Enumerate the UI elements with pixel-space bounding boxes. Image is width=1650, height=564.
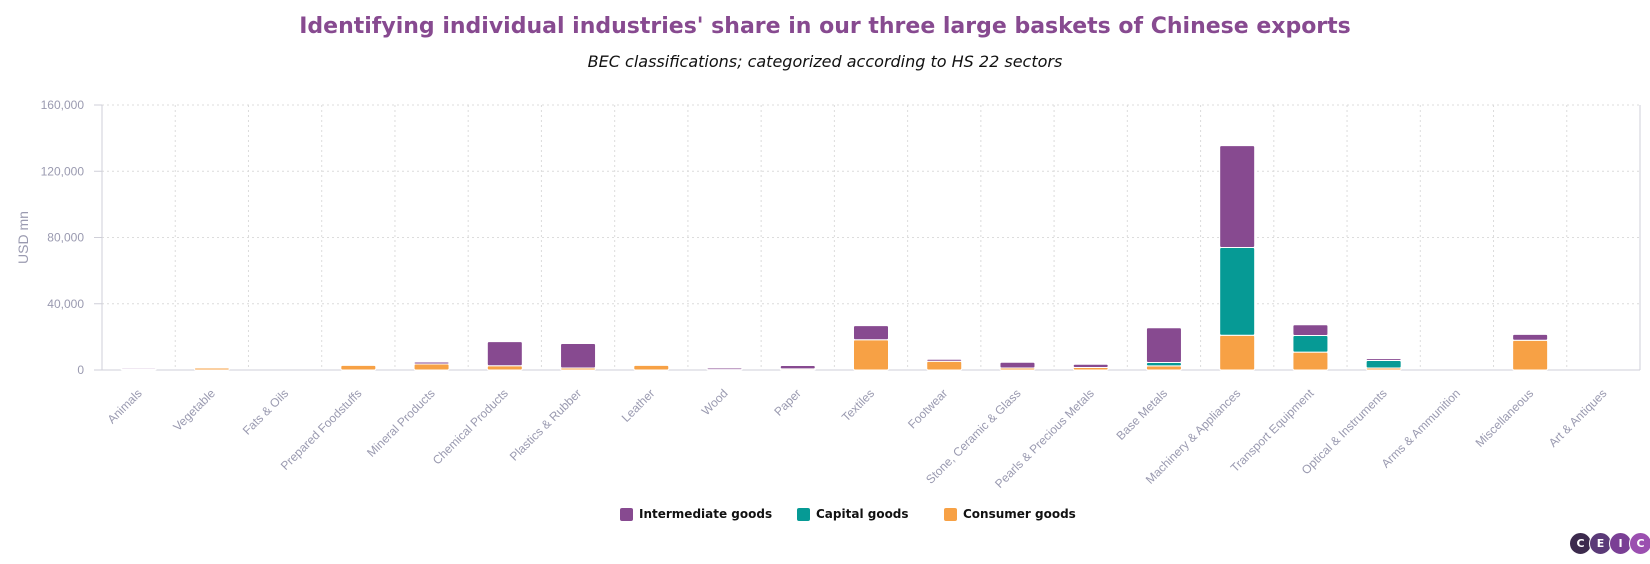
legend-item-capital[interactable]: Capital goods — [797, 507, 909, 521]
bar-segment — [1145, 365, 1182, 371]
bar-segment — [1292, 351, 1329, 371]
chart-subtitle: BEC classifications; categorized accordi… — [587, 52, 1063, 71]
x-tick-label: Mineral Products — [364, 386, 438, 460]
bar-segment — [926, 358, 963, 362]
x-tick-label: Base Metals — [1113, 386, 1170, 443]
x-tick-label: Art & Antiques — [1546, 386, 1610, 450]
x-tick-label: Prepared Foodstuffs — [278, 386, 365, 473]
legend-swatch-intermediate — [620, 507, 633, 521]
bar-segment — [1512, 339, 1549, 371]
bar-segment — [486, 365, 523, 371]
x-tick-label: Footwear — [905, 386, 950, 431]
bar-segment — [560, 343, 597, 369]
legend-label-consumer: Consumer goods — [963, 507, 1076, 521]
bar-segment — [193, 367, 230, 371]
y-tick-label: 160,000 — [41, 98, 85, 112]
x-tick-label: Chemical Products — [430, 386, 511, 467]
bar-segment — [853, 339, 889, 371]
legend-item-intermediate[interactable]: Intermediate goods — [620, 507, 772, 521]
chart-title: Identifying individual industries' share… — [299, 14, 1351, 39]
y-tick-label: 0 — [77, 363, 84, 377]
ceic-logo: C E I C — [1569, 532, 1650, 555]
y-axis-label: USD mn — [15, 211, 31, 264]
y-tick-label: 40,000 — [47, 297, 84, 311]
bar-segment — [120, 367, 157, 370]
x-tick-label: Vegetable — [170, 386, 218, 434]
bar-segment — [413, 361, 450, 365]
bar-segment — [1292, 335, 1329, 353]
legend-item-consumer[interactable]: Consumer goods — [944, 507, 1076, 521]
x-tick-label: Wood — [699, 386, 731, 418]
bar-segment — [486, 341, 523, 367]
bar-segment — [1219, 246, 1256, 336]
bar-segment — [1072, 363, 1109, 369]
bar-segment — [340, 364, 377, 371]
y-tick-label: 80,000 — [47, 231, 84, 245]
x-tick-label: Fats & Oils — [240, 386, 291, 437]
bar-segment — [926, 360, 963, 371]
x-tick-label: Paper — [771, 386, 804, 419]
x-tick-label: Leather — [619, 386, 658, 425]
logo-letter: C — [1629, 532, 1650, 555]
bar-segment — [1292, 324, 1329, 337]
x-tick-label: Animals — [105, 386, 145, 426]
bar-segment — [999, 361, 1036, 369]
x-tick-label: Textiles — [839, 386, 877, 424]
x-tick-label: Miscellaneous — [1473, 386, 1537, 450]
bar-segment — [1365, 360, 1402, 369]
chart-canvas: 0 40,000 80,000 120,000 160,000 USD mn Animals… — [15, 98, 1641, 491]
legend-label-intermediate: Intermediate goods — [639, 507, 773, 521]
y-tick-label: 120,000 — [41, 164, 85, 178]
bar-segment — [1219, 334, 1256, 371]
bar-segment — [1219, 145, 1256, 248]
bar-segment — [706, 367, 743, 371]
legend-swatch-capital — [797, 507, 810, 521]
bar-segment — [1365, 358, 1402, 362]
bar-segment — [633, 364, 670, 371]
bar-segment — [853, 325, 889, 341]
bar-segment — [1145, 327, 1182, 364]
legend-label-capital: Capital goods — [816, 507, 909, 521]
x-tick-label: Arms & Ammunition — [1379, 386, 1463, 470]
chart-legend: Intermediate goods Capital goods Consume… — [0, 507, 1650, 525]
legend-swatch-consumer — [944, 507, 957, 521]
bar-segment — [779, 365, 816, 370]
bar-segment — [413, 363, 450, 371]
x-tick-label: Plastics & Rubber — [507, 386, 584, 463]
bar-segment — [1512, 333, 1549, 341]
